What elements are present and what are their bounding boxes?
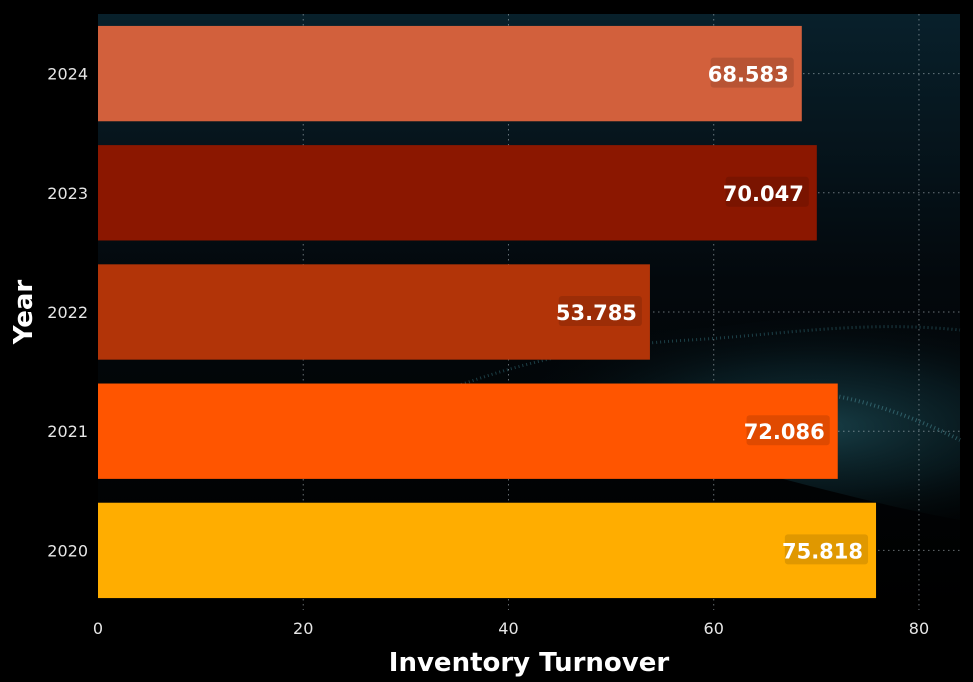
x-tick-label: 80: [909, 619, 929, 638]
bar-value-label: 75.818: [782, 539, 863, 563]
y-tick-label: 2022: [47, 303, 88, 322]
bar-label-backdrop: [784, 534, 869, 565]
y-axis-title: Year: [9, 280, 39, 346]
x-axis-title: Inventory Turnover: [389, 648, 670, 678]
x-tick-label: 20: [293, 619, 313, 638]
bar-2024: [98, 25, 802, 122]
x-tick-label: 40: [498, 619, 518, 638]
bar-value-label: 53.785: [556, 301, 637, 325]
bar-2022: [98, 264, 650, 360]
bar-2021: [98, 383, 838, 479]
bar-label-backdrop: [725, 176, 809, 207]
bar-2020: [98, 502, 877, 599]
bar-label-backdrop: [746, 415, 830, 446]
bar-value-label: 72.086: [744, 420, 825, 444]
bar-labels-group: 68.583 70.047 53.785 72.086 75.818: [556, 57, 869, 565]
bar-label-backdrop: [558, 296, 642, 326]
x-tick-label: 60: [704, 619, 724, 638]
bars-group: [98, 25, 877, 599]
y-tick-label: 2021: [47, 422, 88, 441]
bar-2023: [98, 145, 817, 241]
bar-value-label: 68.583: [708, 63, 789, 87]
y-tick-label: 2020: [47, 541, 88, 560]
bar-value-label: 70.047: [723, 182, 804, 206]
y-tick-labels: 2024 2023 2022 2021 2020: [47, 65, 88, 561]
y-tick-label: 2024: [47, 65, 88, 84]
bar-label-backdrop: [710, 57, 794, 88]
x-tick-label: 0: [93, 619, 103, 638]
y-tick-label: 2023: [47, 184, 88, 203]
x-tick-labels: 0 20 40 60 80: [93, 619, 929, 638]
